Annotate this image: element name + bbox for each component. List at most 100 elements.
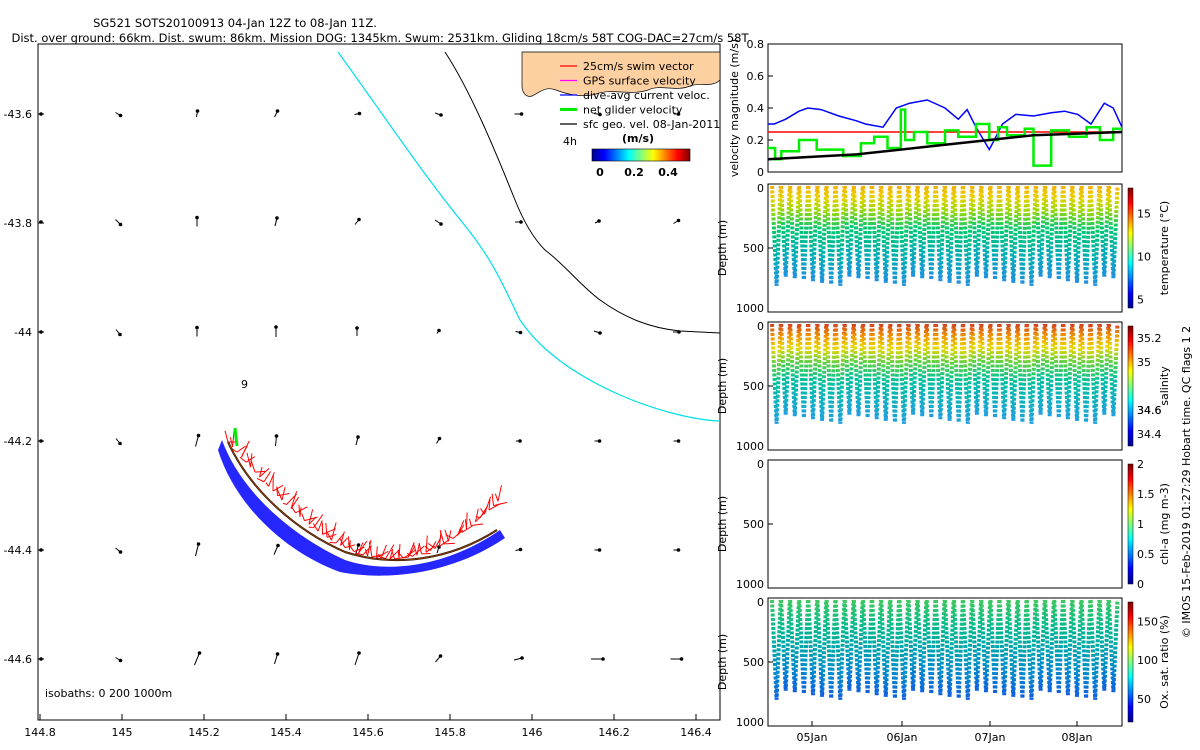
depth-tick-label: 1000 <box>736 716 764 729</box>
velocity-ticks: 0 0.2 0.4 0.6 0.8 <box>747 38 773 179</box>
figure-title-line1: SG521 SOTS20100913 04-Jan 12Z to 08-Jan … <box>93 16 377 30</box>
profile-dive-trace <box>842 323 856 415</box>
legend-entry: net glider velocity <box>583 104 683 117</box>
swim-vector <box>416 543 420 556</box>
profile-dive-trace <box>961 185 974 286</box>
time-label: 4h <box>563 135 577 148</box>
swim-vector <box>448 530 452 542</box>
swim-vector <box>355 552 364 556</box>
swim-vector <box>331 522 337 541</box>
geo-arrow-head <box>676 218 681 223</box>
profile-dive-trace <box>906 185 920 277</box>
profile-dive-trace <box>961 323 974 424</box>
profile-dive-trace <box>897 599 911 700</box>
swim-vector <box>493 501 508 507</box>
profile-dive-trace <box>824 323 838 423</box>
legend-entry: dive-avg current veloc. <box>583 89 710 102</box>
swim-vector <box>398 553 404 559</box>
profile-dive-trace <box>824 185 838 285</box>
map-legend: 25cm/s swim vector GPS surface velocitydi… <box>560 60 720 131</box>
geo-arrow-head <box>118 658 123 663</box>
profile-dive-trace <box>915 599 929 693</box>
lon-tick-label: 146.2 <box>598 726 630 739</box>
depth-ylabel: Depth (m) <box>716 634 729 690</box>
profile-dive-trace <box>933 185 947 282</box>
swim-vector <box>250 460 256 473</box>
profile-dive-trace <box>1015 323 1029 423</box>
velocity-series-line <box>767 130 1123 161</box>
swim-vector <box>322 528 336 535</box>
depth-tick-label: 500 <box>743 656 764 669</box>
profile-dive-trace <box>770 323 783 424</box>
swim-vector <box>276 488 283 501</box>
geo-arrow-head <box>439 113 443 117</box>
depth-tick-label: 1000 <box>736 440 764 453</box>
colorbar-tick-label: 2 <box>1137 458 1144 471</box>
swim-vector <box>358 542 364 554</box>
geo-arrow-head <box>276 543 280 548</box>
profile-dive-trace <box>870 185 883 282</box>
swim-vectors <box>224 430 508 560</box>
geo-arrow-head <box>598 331 602 335</box>
glider-track-line <box>227 441 498 561</box>
swim-vector <box>418 543 422 555</box>
swim-vector <box>281 487 286 501</box>
profile-dive-trace <box>824 599 838 699</box>
profile-dive-trace <box>1024 323 1038 424</box>
profile-dive-trace <box>915 185 929 279</box>
colorbar-tick-label: 1 <box>1137 518 1144 531</box>
date-tick-label: 05Jan <box>797 731 828 744</box>
profile-dive-trace <box>1015 599 1029 699</box>
profile-dive-trace <box>888 323 901 423</box>
colorbar-tick-label: 35 <box>1137 356 1151 369</box>
profile-dive-trace <box>979 185 993 279</box>
velocity-series-line <box>768 99 1123 152</box>
colorbar-tick-label: 0 <box>1137 578 1144 591</box>
lon-tick-label: 145.2 <box>188 726 220 739</box>
colorbar-tick-label: 34.6 <box>1137 404 1162 417</box>
swim-vector <box>347 536 350 550</box>
swim-vector <box>407 552 413 557</box>
geo-arrow-head <box>196 542 201 546</box>
swim-vector <box>458 528 463 533</box>
geo-arrow-head <box>118 550 123 554</box>
geo-arrow-head <box>437 436 442 441</box>
profile-dive-trace <box>970 185 983 277</box>
colorbar-tick-label: 100 <box>1137 654 1158 667</box>
profile-dive-trace <box>897 323 911 424</box>
depth-tick-label: 500 <box>743 242 764 255</box>
profile-dive-trace <box>1034 323 1047 415</box>
profile-dive-trace <box>1097 185 1111 277</box>
profile-dive-trace <box>1061 323 1074 420</box>
profile-dive-trace <box>1034 185 1047 277</box>
swim-vector <box>340 537 348 546</box>
depth-tick-label: 1000 <box>736 578 764 591</box>
geo-arrow-head <box>437 328 441 333</box>
geo-arrow-head <box>519 112 524 116</box>
geo-arrow-head <box>355 326 359 330</box>
swim-vector <box>291 507 296 514</box>
profile-dive-trace <box>851 323 865 417</box>
geo-arrow-shaft <box>354 652 360 666</box>
profile-dive-trace <box>1070 599 1084 697</box>
geo-arrow-head <box>195 325 199 330</box>
colorbar-tick-label: 50 <box>1137 693 1151 706</box>
depth-tick-label: 0 <box>757 320 764 333</box>
swim-vector <box>376 546 378 558</box>
geo-arrow-head <box>356 543 361 547</box>
profile-dive-trace <box>933 323 947 420</box>
swim-vector <box>368 541 373 558</box>
swim-vector <box>367 539 372 557</box>
geo-arrow-head <box>518 330 523 335</box>
colorbar-tick-label: 34.6 <box>1137 404 1162 417</box>
profile-dive-trace <box>1088 599 1102 700</box>
profile-dive-trace <box>1024 185 1038 286</box>
profile-dive-trace <box>1043 599 1056 693</box>
geo-arrow-head <box>196 433 201 438</box>
swim-vector <box>470 523 484 526</box>
geo-arrow-head <box>598 112 602 117</box>
profile-dive-trace <box>970 323 983 415</box>
profile-dive-trace <box>788 323 801 417</box>
